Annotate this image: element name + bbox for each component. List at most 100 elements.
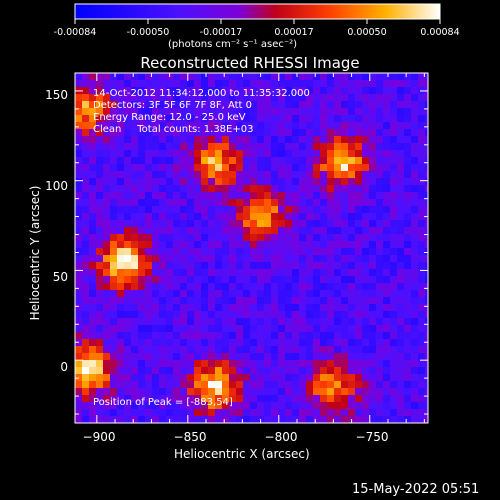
heatmap-cell (425, 269, 428, 277)
heatmap-cell (397, 206, 405, 214)
heatmap-cell (383, 164, 391, 172)
heatmap-cell (306, 290, 314, 298)
heatmap-cell (124, 108, 132, 116)
heatmap-cell (110, 304, 118, 312)
heatmap-cell (404, 346, 412, 354)
heatmap-cell (355, 241, 363, 249)
heatmap-cell (313, 73, 321, 81)
heatmap-image (75, 73, 428, 423)
heatmap-cell (271, 227, 279, 235)
heatmap-cell (390, 73, 398, 81)
heatmap-cell (96, 283, 104, 291)
heatmap-cell (166, 213, 174, 221)
heatmap-cell (159, 262, 167, 270)
heatmap-cell (173, 388, 181, 396)
heatmap-cell (390, 108, 398, 116)
heatmap-cell (327, 360, 335, 368)
heatmap-cell (257, 374, 265, 382)
heatmap-cell (96, 318, 104, 326)
heatmap-cell (369, 367, 377, 375)
heatmap-cell (110, 248, 118, 256)
heatmap-cell (159, 192, 167, 200)
heatmap-cell (208, 304, 216, 312)
heatmap-cell (404, 339, 412, 347)
heatmap-cell (138, 255, 146, 263)
heatmap-cell (75, 283, 83, 291)
heatmap-cell (362, 360, 370, 368)
heatmap-cell (390, 283, 398, 291)
heatmap-cell (173, 311, 181, 319)
heatmap-cell (243, 381, 251, 389)
heatmap-cell (89, 101, 97, 109)
heatmap-cell (348, 276, 356, 284)
heatmap-cell (215, 297, 223, 305)
heatmap-cell (145, 115, 153, 123)
heatmap-cell (341, 192, 349, 200)
heatmap-cell (208, 353, 216, 361)
heatmap-cell (292, 283, 300, 291)
heatmap-cell (320, 318, 328, 326)
heatmap-cell (243, 115, 251, 123)
heatmap-cell (327, 409, 335, 417)
heatmap-cell (201, 185, 209, 193)
heatmap-cell (250, 143, 258, 151)
heatmap-cell (299, 346, 307, 354)
heatmap-cell (369, 269, 377, 277)
heatmap-cell (404, 332, 412, 340)
heatmap-cell (397, 388, 405, 396)
heatmap-cell (131, 129, 139, 137)
heatmap-cell (201, 374, 209, 382)
heatmap-cell (96, 311, 104, 319)
heatmap-cell (376, 255, 384, 263)
heatmap-cell (264, 269, 272, 277)
heatmap-cell (187, 374, 195, 382)
heatmap-cell (425, 360, 428, 368)
heatmap-cell (194, 220, 202, 228)
heatmap-cell (138, 248, 146, 256)
heatmap-cell (208, 234, 216, 242)
heatmap-cell (89, 325, 97, 333)
heatmap-cell (425, 304, 428, 312)
heatmap-cell (236, 248, 244, 256)
heatmap-cell (390, 304, 398, 312)
heatmap-cell (397, 311, 405, 319)
heatmap-cell (390, 248, 398, 256)
heatmap-cell (397, 108, 405, 116)
heatmap-cell (187, 227, 195, 235)
heatmap-cell (250, 269, 258, 277)
heatmap-cell (362, 101, 370, 109)
heatmap-cell (103, 129, 111, 137)
heatmap-cell (180, 248, 188, 256)
heatmap-cell (383, 255, 391, 263)
heatmap-cell (215, 381, 223, 389)
heatmap-cell (96, 395, 104, 403)
heatmap-cell (390, 220, 398, 228)
heatmap-cell (299, 108, 307, 116)
heatmap-cell (320, 269, 328, 277)
heatmap-cell (369, 122, 377, 130)
heatmap-cell (278, 227, 286, 235)
heatmap-cell (320, 178, 328, 186)
heatmap-cell (75, 101, 83, 109)
heatmap-cell (418, 367, 426, 375)
heatmap-cell (222, 255, 230, 263)
heatmap-cell (334, 318, 342, 326)
heatmap-cell (306, 122, 314, 130)
heatmap-cell (222, 192, 230, 200)
heatmap-cell (110, 101, 118, 109)
heatmap-cell (173, 241, 181, 249)
heatmap-cell (159, 73, 167, 81)
heatmap-cell (194, 150, 202, 158)
heatmap-cell (82, 416, 90, 423)
heatmap-cell (390, 143, 398, 151)
heatmap-cell (404, 192, 412, 200)
heatmap-cell (236, 171, 244, 179)
heatmap-cell (292, 234, 300, 242)
heatmap-cell (145, 248, 153, 256)
heatmap-cell (376, 248, 384, 256)
heatmap-cell (411, 122, 419, 130)
heatmap-cell (376, 283, 384, 291)
heatmap-cell (201, 395, 209, 403)
heatmap-cell (243, 332, 251, 340)
heatmap-cell (215, 87, 223, 95)
